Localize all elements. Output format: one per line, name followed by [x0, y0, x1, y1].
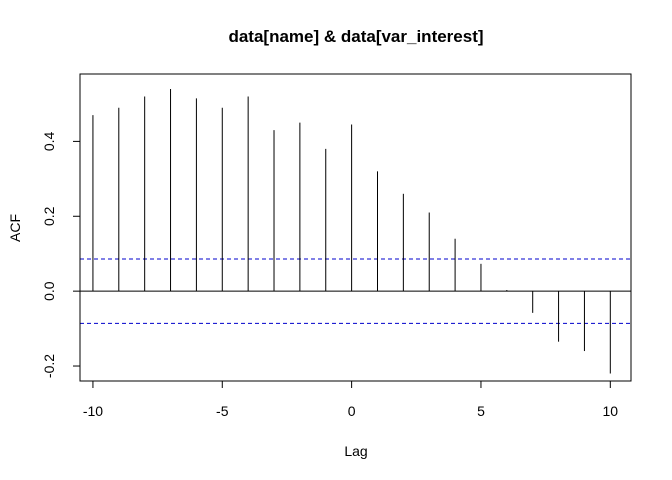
x-tick-label: 10 [603, 403, 619, 419]
y-tick-label: 0.0 [41, 281, 57, 301]
y-axis-title: ACF [7, 214, 23, 242]
x-tick-label: -10 [83, 403, 103, 419]
y-tick-label: -0.2 [41, 354, 57, 378]
x-tick-label: 0 [348, 403, 356, 419]
y-tick-label: 0.4 [41, 131, 57, 151]
x-tick-label: -5 [216, 403, 229, 419]
y-tick-label: 0.2 [41, 206, 57, 226]
plot-frame [79, 73, 632, 382]
x-tick-label: 5 [477, 403, 485, 419]
chart-title: data[name] & data[var_interest] [228, 27, 483, 46]
x-axis-title: Lag [344, 443, 367, 459]
